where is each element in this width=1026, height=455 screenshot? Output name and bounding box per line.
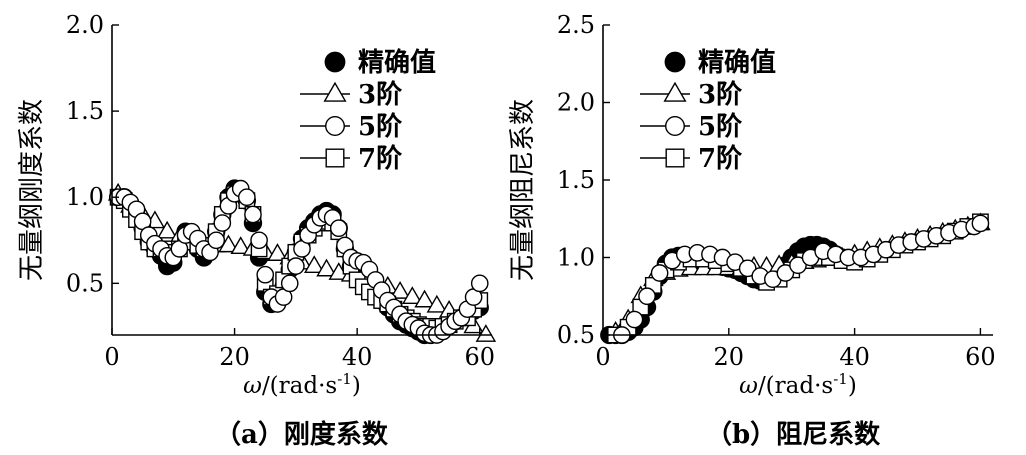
panel-a-point bbox=[244, 205, 262, 224]
panel-a-y-label: 无量纲刚度系数 bbox=[17, 99, 47, 281]
panel-a-point bbox=[207, 231, 226, 250]
panel-b-y-tick-label: 2.0 bbox=[557, 89, 595, 117]
panel-a-point bbox=[280, 274, 299, 293]
panel-b-legend-marker bbox=[664, 51, 686, 73]
panel-b-y-tick-label: 2.5 bbox=[557, 11, 595, 39]
panel-a-legend-item: 7阶 bbox=[300, 144, 402, 174]
panel-a-y-tick-label: 1.5 bbox=[66, 97, 104, 125]
panel-a-point bbox=[389, 281, 411, 299]
panel-a-x-tick-label: 20 bbox=[219, 343, 250, 371]
panel-b-series-2 bbox=[613, 214, 990, 344]
panel-b-legend-marker bbox=[665, 116, 685, 136]
panel-a-legend-label: 5阶 bbox=[358, 112, 402, 142]
panel-a-point bbox=[475, 324, 497, 342]
panel-b-legend-label: 3阶 bbox=[698, 80, 742, 110]
panel-b-legend-marker bbox=[663, 81, 687, 102]
panel-b-point bbox=[650, 264, 669, 282]
panel-a-point bbox=[402, 286, 423, 304]
panel-a-point bbox=[316, 258, 337, 277]
panel-b-x-label: ω/(rad·s-1) bbox=[739, 370, 857, 399]
panel-a-y-tick-label: 1.0 bbox=[66, 183, 104, 211]
panel-b-x-tick-label: 40 bbox=[839, 343, 870, 371]
panel-b-y-tick-label: 0.5 bbox=[557, 321, 595, 349]
caption-b: （b）阻尼系数 bbox=[706, 420, 881, 450]
panel-a-point bbox=[304, 255, 325, 273]
panel-a-legend-label: 3阶 bbox=[358, 80, 402, 110]
panel-b-y-label: 无量纲阻尼系数 bbox=[508, 99, 538, 281]
panel-b-x-tick-label: 20 bbox=[714, 343, 745, 371]
panel-b-y-tick-label: 1.0 bbox=[557, 244, 595, 272]
panel-b-point bbox=[738, 259, 757, 278]
panel-b-point bbox=[971, 214, 990, 233]
panel-a-point bbox=[213, 214, 232, 232]
panel-b-legend-item: 7阶 bbox=[640, 144, 742, 174]
panel-a-x-tick-label: 60 bbox=[464, 343, 495, 371]
panel-a-point bbox=[256, 265, 275, 284]
panel-a-x-tick-label: 0 bbox=[104, 343, 119, 371]
panel-b-legend-item: 精确值 bbox=[664, 47, 776, 78]
panel-b-legend-label: 7阶 bbox=[698, 144, 742, 174]
panel-a-point bbox=[230, 236, 251, 255]
panel-a-legend-item: 5阶 bbox=[300, 112, 402, 142]
panel-a-chart: 0 20 40 60 0.5 1.0 1.5 2.0 ω/(rad·s-1) 无量纲刚度系数 精确值… bbox=[17, 11, 497, 399]
panel-b-x-tick-label: 0 bbox=[595, 343, 610, 371]
panel-a-point bbox=[414, 289, 435, 308]
panel-a-point bbox=[426, 294, 448, 313]
panel-a-y-tick-label: 0.5 bbox=[66, 269, 104, 297]
panel-a-x-tick-label: 40 bbox=[342, 343, 373, 371]
panel-a-point bbox=[267, 243, 288, 261]
panel-a-point bbox=[470, 274, 489, 293]
panel-a-point bbox=[329, 219, 348, 238]
panel-b-y-tick-label: 1.5 bbox=[557, 166, 595, 194]
panel-b-legend-label: 精确值 bbox=[698, 47, 776, 78]
panel-a-legend-label: 精确值 bbox=[358, 47, 436, 78]
panel-a-point bbox=[287, 257, 305, 275]
panel-a-series-2 bbox=[109, 179, 489, 344]
panel-a-point bbox=[238, 188, 256, 207]
panel-b-point bbox=[638, 287, 656, 306]
panel-a-point bbox=[250, 231, 268, 250]
panel-a-legend-marker bbox=[325, 148, 345, 168]
panel-a-legend-item: 精确值 bbox=[324, 47, 436, 78]
panel-b-legend-item: 3阶 bbox=[640, 80, 742, 110]
panel-a-legend-marker bbox=[324, 51, 346, 73]
panel-a-legend-marker bbox=[323, 81, 347, 102]
panel-a-legend-marker bbox=[325, 116, 345, 136]
panel-b-point bbox=[625, 310, 644, 329]
panel-b-legend-label: 5阶 bbox=[698, 112, 742, 142]
panel-a-y-tick-label: 2.0 bbox=[66, 11, 104, 39]
panel-b-legend-item: 5阶 bbox=[640, 112, 742, 142]
panel-b-x-tick-label: 60 bbox=[965, 343, 996, 371]
panel-b-chart: 0 20 40 60 0.5 1.0 1.5 2.0 2.5 ω/(rad·s-1) 无量纲阻尼系数… bbox=[508, 11, 996, 399]
panel-b-legend-marker bbox=[665, 148, 685, 168]
panel-a-x-label: ω/(rad·s-1) bbox=[243, 370, 361, 399]
panel-a-point bbox=[156, 220, 178, 239]
panel-a-legend-label: 7阶 bbox=[358, 144, 402, 174]
panel-b-point bbox=[776, 264, 795, 282]
caption-a: （a）刚度系数 bbox=[215, 420, 388, 450]
panel-b-point bbox=[789, 256, 807, 275]
panel-a-legend-item: 3阶 bbox=[300, 80, 402, 110]
